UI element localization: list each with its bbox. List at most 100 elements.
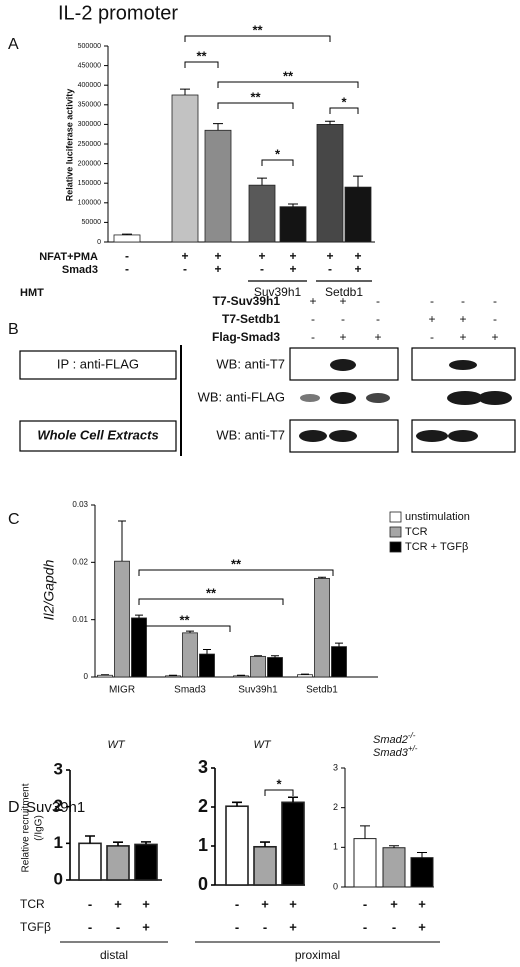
construct-sign: - (430, 330, 434, 344)
construct-sign: + (428, 312, 435, 326)
error-bar (213, 123, 223, 131)
significance-bracket (138, 598, 284, 605)
ip-label: IP : anti-FLAG (57, 356, 139, 371)
bar (331, 646, 347, 678)
subtitle: Smad2-/- (373, 731, 416, 746)
construct-sign: - (461, 294, 465, 308)
blot-frame (411, 419, 516, 453)
y-tick-label: 500000 (78, 43, 101, 50)
y-tick-label: 300000 (78, 121, 101, 128)
construct-sign: + (339, 330, 346, 344)
band (366, 393, 390, 403)
bar (199, 653, 215, 678)
error-bar (257, 177, 267, 186)
condition-sign: - (363, 919, 367, 934)
significance-label: ** (179, 612, 190, 627)
significance-label: ** (231, 556, 242, 571)
bar (316, 124, 344, 243)
band (449, 360, 477, 370)
bar (113, 234, 141, 243)
construct-sign: + (491, 330, 498, 344)
y-tick-label: 150000 (78, 180, 101, 187)
condition-sign: + (418, 896, 426, 911)
condition-label: NFAT+PMA (39, 251, 98, 263)
error-bar (135, 614, 143, 618)
bar (78, 842, 102, 881)
subtitle-sup: +/- (408, 744, 418, 753)
error-bar (325, 120, 335, 125)
bar (297, 674, 313, 678)
x-tick-label: Smad3 (174, 685, 206, 696)
construct-sign: - (311, 312, 315, 326)
significance-label: * (341, 94, 347, 109)
error-bar (271, 655, 279, 658)
condition-label: TCR (20, 897, 45, 911)
band (299, 430, 327, 442)
significance-label: ** (196, 48, 207, 63)
significance-bracket (184, 35, 331, 42)
blot-frame (289, 419, 399, 453)
panel-label: C (8, 511, 20, 528)
significance-bracket (184, 61, 219, 68)
construct-sign: + (459, 330, 466, 344)
y-tick-label: 0 (97, 239, 101, 246)
legend-swatch (389, 541, 402, 553)
group-label: proximal (295, 948, 340, 962)
construct-sign: - (430, 294, 434, 308)
condition-sign: + (354, 249, 361, 263)
error-bar (417, 851, 427, 858)
significance-bracket (329, 107, 359, 114)
y-tick-label: 2 (198, 796, 208, 816)
construct-sign: - (376, 312, 380, 326)
y-tick-label: 1 (54, 833, 63, 852)
construct-sign: - (341, 312, 345, 326)
condition-sign: + (114, 896, 122, 911)
bar (233, 675, 249, 678)
error-bar (335, 642, 343, 647)
subtitle-part: Smad2 (373, 734, 408, 746)
panel-label: D (8, 799, 20, 816)
construct-sign: + (374, 330, 381, 344)
condition-sign: + (261, 896, 269, 911)
band (416, 430, 448, 442)
chart-title: IL-2 promoter (58, 2, 178, 24)
band (447, 391, 483, 405)
condition-sign: + (289, 919, 297, 934)
error-bar (353, 175, 363, 188)
condition-sign: - (363, 896, 367, 911)
significance-label: * (275, 146, 281, 161)
band (300, 394, 320, 402)
condition-sign: - (88, 896, 92, 911)
subtitle: Smad3+/- (373, 744, 418, 759)
band (478, 391, 512, 405)
error-bar (101, 674, 109, 676)
condition-sign: - (125, 262, 129, 276)
significance-bracket (217, 81, 359, 88)
band (448, 430, 478, 442)
bar (97, 674, 113, 678)
error-bar (113, 841, 123, 846)
y-tick-label: 3 (54, 759, 63, 778)
condition-sign: - (392, 919, 396, 934)
y-tick-label: 3 (198, 757, 208, 777)
significance-bracket (138, 625, 231, 632)
bar (250, 655, 266, 678)
blot-frames (19, 345, 516, 456)
error-bar (288, 796, 298, 803)
condition-sign: - (263, 919, 267, 934)
bar (281, 801, 305, 886)
bar (171, 94, 199, 243)
hmt-label: HMT (20, 287, 44, 299)
panel-label: B (8, 321, 19, 338)
condition-sign: + (418, 919, 426, 934)
bar (248, 184, 276, 243)
y-axis-label: Relative luciferase activity (64, 89, 74, 202)
band (329, 430, 357, 442)
condition-sign: + (326, 249, 333, 263)
subtitle-sup: -/- (408, 731, 416, 740)
y-tick-label: 0 (333, 881, 338, 891)
bar (204, 129, 232, 243)
construct-sign: - (311, 330, 315, 344)
y-tick-label: 0.02 (72, 557, 88, 566)
x-tick-label: Suv39h1 (238, 685, 278, 696)
